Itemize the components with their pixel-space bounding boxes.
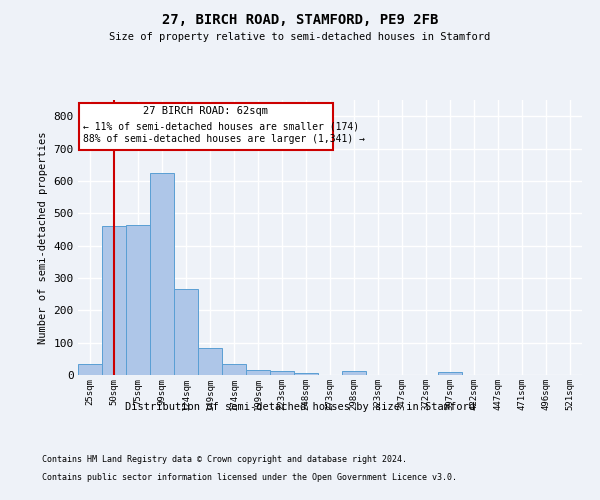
Bar [199, 348, 221, 375]
Text: 88% of semi-detached houses are larger (1,341) →: 88% of semi-detached houses are larger (… [83, 134, 365, 144]
Text: Distribution of semi-detached houses by size in Stamford: Distribution of semi-detached houses by … [125, 402, 475, 412]
Bar [127, 224, 149, 375]
Text: ← 11% of semi-detached houses are smaller (174): ← 11% of semi-detached houses are smalle… [83, 121, 359, 131]
Bar [223, 364, 245, 375]
FancyBboxPatch shape [79, 103, 332, 150]
Bar [295, 374, 317, 375]
Bar [343, 371, 365, 375]
Bar [79, 364, 101, 375]
Y-axis label: Number of semi-detached properties: Number of semi-detached properties [38, 131, 48, 344]
Text: 27 BIRCH ROAD: 62sqm: 27 BIRCH ROAD: 62sqm [143, 106, 268, 117]
Bar [151, 173, 173, 375]
Bar [103, 226, 125, 375]
Bar [247, 370, 269, 375]
Bar [271, 371, 293, 375]
Text: 27, BIRCH ROAD, STAMFORD, PE9 2FB: 27, BIRCH ROAD, STAMFORD, PE9 2FB [162, 12, 438, 26]
Bar [439, 372, 461, 375]
Text: Contains public sector information licensed under the Open Government Licence v3: Contains public sector information licen… [42, 472, 457, 482]
Bar [175, 290, 197, 375]
Text: Contains HM Land Registry data © Crown copyright and database right 2024.: Contains HM Land Registry data © Crown c… [42, 455, 407, 464]
Text: Size of property relative to semi-detached houses in Stamford: Size of property relative to semi-detach… [109, 32, 491, 42]
